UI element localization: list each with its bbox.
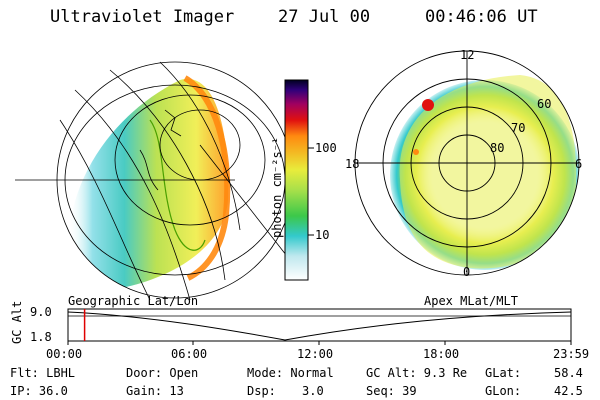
colorbar-unit-label: photon cm⁻²s⁻¹ [270,136,284,238]
aurora-emission [68,78,229,290]
coastline [149,119,206,251]
colorbar-label-100: 100 [315,141,337,155]
time-label: 00:46:06 UT [425,7,538,27]
polar-grid [354,50,580,276]
limb-glow [183,75,231,281]
polar-panel-label: Apex MLat/MLT [424,294,518,308]
geo-grid [15,61,294,301]
small-spot [413,149,419,155]
oval-fill [399,75,577,269]
mlt-label-6: 6 [575,157,583,171]
colorbar-label-10: 10 [315,228,330,242]
glat-value: 58.4 [554,366,583,380]
x-tick-0000: 00:00 [46,347,83,361]
mlt-label-12: 12 [460,48,475,62]
coastline-detail [139,109,182,191]
date-label: 27 Jul 00 [278,7,371,27]
gcalt-info: GC Alt: 9.3 Re [366,366,468,380]
dsp-value: 3.0 [302,384,324,398]
glon-label: GLon: [485,384,522,398]
ip-info: IP: 36.0 [10,384,68,398]
app-title: Ultraviolet Imager [50,7,235,27]
filter-info: Flt: LBHL [10,366,76,380]
mlat-label-70: 70 [511,121,526,135]
x-tick-0600: 06:00 [171,347,208,361]
mode-info: Mode: Normal [247,366,334,380]
altitude-curve [67,311,572,341]
mlt-label-0: 0 [463,265,471,279]
door-info: Door: Open [126,366,199,380]
polar-image [354,50,580,276]
colorbar [284,79,309,281]
dsp-label: Dsp: [247,384,276,398]
x-tick-1200: 12:00 [297,347,334,361]
x-tick-1800: 18:00 [423,347,460,361]
seq-info: Seq: 39 [366,384,417,398]
gain-info: Gain: 13 [126,384,184,398]
y-tick-1-8: 1.8 [30,330,52,344]
mlt-label-18: 18 [345,157,360,171]
y-tick-9: 9.0 [30,305,52,319]
mlat-label-80: 80 [490,141,505,155]
geo-panel-label: Geographic Lat/Lon [68,294,199,308]
mlat-label-60: 60 [537,97,552,111]
geographic-image [15,61,294,301]
timeline-x-ticks [67,341,572,345]
timeline-box [67,308,572,342]
bright-spot [422,99,434,111]
x-tick-2359: 23:59 [553,347,590,361]
glat-label: GLat: [485,366,522,380]
glon-value: 42.5 [554,384,583,398]
timeline-y-axis-label: GC Alt [10,300,24,344]
